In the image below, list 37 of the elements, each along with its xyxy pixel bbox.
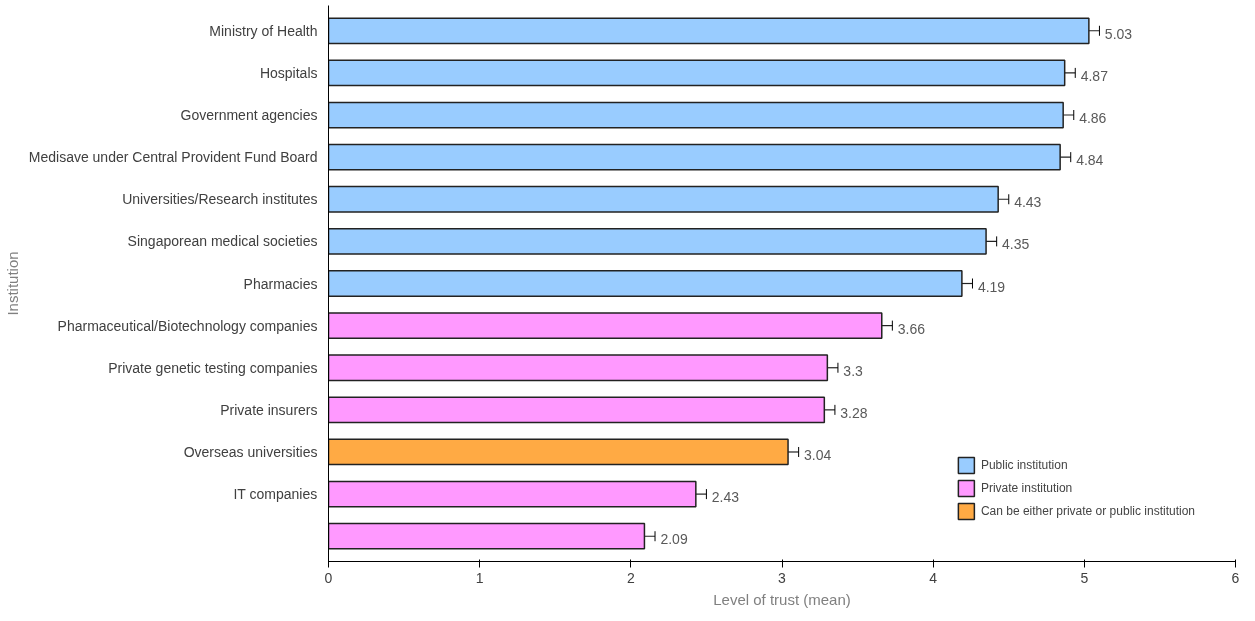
x-tick-label: 5 (1080, 569, 1089, 586)
x-tick-label: 2 (626, 569, 635, 586)
y-tick-label: Hospitals (259, 64, 318, 81)
data-label: 2.09 (660, 531, 688, 548)
y-tick-label: Singaporean medical societies (127, 233, 318, 250)
data-label: 3.28 (840, 404, 868, 421)
data-label: 4.84 (1076, 152, 1104, 169)
y-axis-title: Institution (3, 251, 21, 316)
data-label: 4.87 (1080, 67, 1109, 84)
y-tick-label: Overseas universities (183, 443, 318, 460)
y-tick-label: Private genetic testing companies (108, 359, 318, 376)
y-tick-label: Ministry of Health (209, 22, 318, 39)
y-tick-label: Pharmaceutical/Biotechnology companies (57, 317, 318, 334)
data-label: 5.03 (1104, 25, 1133, 42)
x-tick-label: 1 (475, 569, 484, 586)
legend-label: Can be either private or public institution (980, 504, 1195, 518)
data-label: 3.66 (897, 320, 926, 337)
legend-label: Private institution (980, 481, 1073, 495)
y-tick-label: Universities/Research institutes (122, 191, 318, 208)
x-tick-label: 4 (929, 569, 938, 586)
y-tick-label: Medisave under Central Provident Fund Board (28, 149, 318, 166)
legend-label: Public institution (980, 458, 1068, 472)
x-tick-label: 6 (1231, 569, 1240, 586)
y-tick-label: IT companies (233, 486, 318, 503)
y-tick-label: Pharmacies (243, 275, 318, 292)
data-label: 2.43 (711, 489, 740, 506)
x-tick-label: 3 (778, 569, 787, 586)
data-label: 3.04 (804, 446, 832, 463)
y-tick-label: Private insurers (220, 401, 318, 418)
data-label: 3.3 (843, 362, 864, 379)
data-label: 4.43 (1014, 194, 1042, 211)
data-label: 4.19 (977, 278, 1006, 295)
y-tick-label: Government agencies (180, 107, 318, 124)
x-axis-title: Level of trust (mean) (713, 590, 851, 608)
data-label: 4.35 (1002, 236, 1030, 253)
x-tick-label: 0 (324, 569, 333, 586)
data-label: 4.86 (1079, 110, 1107, 127)
